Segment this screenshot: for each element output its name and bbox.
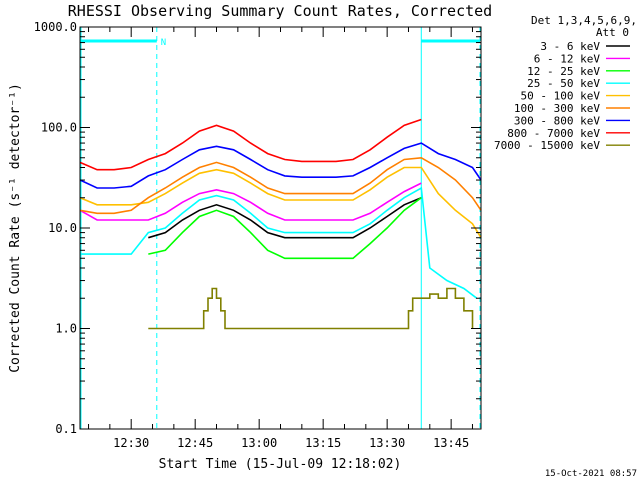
night-interval-layer: N [80,27,481,429]
series-line [79,142,482,189]
legend-label: 6 - 12 keV [534,52,601,65]
y-tick-label: 0.1 [55,422,77,436]
legend-detector-line1: Det 1,3,4,5,6,9, [531,14,637,27]
x-tick-label: 13:45 [433,436,469,450]
series-line [79,118,422,171]
y-tick-label: 100.0 [41,121,77,135]
x-tick-label: 13:30 [369,436,405,450]
legend-label: 3 - 6 keV [540,40,600,53]
legend-detector-line2: Att 0 [596,26,629,39]
x-tick-label: 13:15 [305,436,341,450]
legend-label: 7000 - 15000 keV [494,139,600,152]
x-tick-label: 13:00 [241,436,277,450]
timestamp: 15-Oct-2021 08:57 [545,469,637,479]
series-line [148,197,422,260]
y-tick-label: 10.0 [48,221,77,235]
legend-label: 800 - 7000 keV [507,127,600,140]
chart-title: RHESSI Observing Summary Count Rates, Co… [68,2,492,20]
legend-label: 50 - 100 keV [521,90,601,103]
series-line [148,287,474,330]
y-tick-label: 1.0 [55,322,77,336]
series-line [79,182,422,221]
legend-label: 300 - 800 keV [514,114,600,127]
legend-label: 100 - 300 keV [514,102,600,115]
axes-ticks: 0.1 1.0 10.0 100.0 1000.0 12:30 12:45 13:00 13:1… [34,20,481,450]
legend-label: 25 - 50 keV [527,77,600,90]
x-axis-label: Start Time (15-Jul-09 12:18:02) [159,457,402,472]
series-line [80,186,478,299]
legend-label: 12 - 25 keV [527,65,600,78]
series-line [79,156,482,215]
series-layer [79,118,482,330]
series-line [148,196,422,239]
x-tick-label: 12:30 [113,436,149,450]
night-label: N [161,38,166,48]
series-line [79,166,482,239]
x-tick-label: 12:45 [177,436,213,450]
y-tick-label: 1000.0 [34,20,77,34]
y-axis-label: Corrected Count Rate (s⁻¹ detector⁻¹) [8,83,23,373]
